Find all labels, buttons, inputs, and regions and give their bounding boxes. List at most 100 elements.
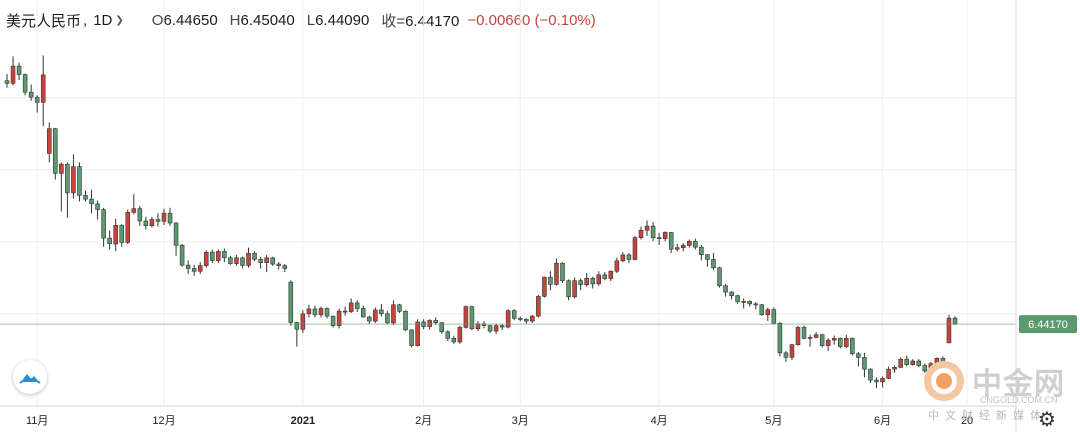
- gear-icon[interactable]: ⚙: [1038, 409, 1056, 431]
- candle-body: [741, 301, 746, 303]
- candle-body: [47, 128, 52, 154]
- candle-body: [191, 268, 197, 272]
- candle: [644, 220, 650, 236]
- candle: [499, 323, 505, 331]
- candle-body: [783, 352, 789, 358]
- high-value: H6.45040: [229, 11, 295, 29]
- candle: [240, 256, 245, 269]
- candle: [862, 352, 867, 378]
- candle-body: [819, 334, 825, 346]
- candle: [892, 365, 897, 373]
- candle: [542, 276, 547, 298]
- candle: [946, 314, 952, 344]
- candle-body: [711, 259, 716, 269]
- candle-body: [638, 229, 644, 238]
- candle: [898, 357, 903, 369]
- candle-body: [306, 308, 312, 315]
- candle: [270, 256, 275, 266]
- candle-body: [717, 267, 722, 287]
- candle-body: [898, 358, 903, 368]
- candle: [246, 247, 251, 268]
- candle-body: [644, 225, 650, 231]
- candle: [59, 162, 64, 212]
- candle-body: [596, 274, 602, 285]
- candle-body: [22, 74, 28, 93]
- candle-body: [777, 322, 783, 354]
- candle: [403, 310, 408, 332]
- candle-body: [801, 327, 807, 339]
- change-value: −0.00660 (−0.10%): [467, 11, 596, 29]
- candle: [759, 303, 765, 316]
- candle: [107, 230, 112, 250]
- candle: [771, 307, 777, 324]
- candle-body: [228, 257, 233, 264]
- candle-body: [40, 74, 46, 103]
- candle-body: [397, 304, 402, 312]
- candle-body: [131, 208, 137, 213]
- candle-body: [813, 334, 819, 338]
- candle: [530, 314, 535, 323]
- candle-body: [469, 306, 475, 330]
- candle-body: [89, 198, 94, 205]
- time-axis[interactable]: 11月 12月 2021 2月 3月 4月 5月 6月 20: [0, 405, 1016, 427]
- candle: [47, 122, 52, 163]
- candle: [517, 316, 523, 322]
- price-axis[interactable]: 6.44170: [1015, 0, 1077, 432]
- time-tick-label: 3月: [512, 415, 529, 427]
- candle-body: [904, 358, 909, 365]
- candle-body: [373, 309, 378, 322]
- candle: [373, 307, 378, 323]
- candle: [511, 309, 517, 321]
- candle: [77, 162, 82, 202]
- candle-body: [53, 128, 58, 174]
- candle: [336, 308, 342, 329]
- last-price-label-text: 6.44170: [1028, 319, 1068, 331]
- time-tick-label: 2021: [291, 415, 315, 427]
- candle-body: [119, 225, 124, 243]
- candle-body: [723, 285, 728, 293]
- candle-body: [687, 241, 692, 246]
- chevron-down-icon[interactable]: ❯: [115, 14, 124, 26]
- candle: [524, 318, 529, 324]
- interval-selector[interactable]: 1D: [93, 11, 113, 29]
- candle: [65, 162, 70, 218]
- time-tick-label: 4月: [651, 415, 668, 427]
- candle-body: [101, 209, 106, 239]
- candle-body: [367, 316, 372, 322]
- candle-body: [463, 306, 469, 328]
- candle: [300, 310, 306, 333]
- time-tick-label: 12月: [152, 415, 175, 427]
- candle: [330, 315, 336, 328]
- open-value: O6.44650: [151, 11, 218, 29]
- candle-body: [294, 322, 300, 330]
- candle: [668, 232, 674, 254]
- candle-body: [264, 257, 269, 263]
- candle-body: [572, 280, 577, 298]
- cloud-logo-icon[interactable]: [13, 360, 47, 394]
- candle-body: [107, 237, 112, 244]
- candle-body: [499, 325, 505, 328]
- candle: [566, 279, 571, 301]
- candle-body: [336, 310, 342, 326]
- candle-body: [427, 320, 432, 327]
- candle: [264, 254, 269, 273]
- candle-body: [807, 337, 813, 339]
- candle: [149, 216, 155, 228]
- candle-body: [729, 291, 734, 297]
- candle-body: [77, 166, 82, 196]
- candle: [155, 213, 161, 227]
- candle: [807, 334, 813, 347]
- candle: [536, 294, 541, 318]
- candle: [693, 238, 698, 250]
- candle: [101, 207, 106, 247]
- candle: [572, 277, 577, 299]
- candle-body: [149, 219, 155, 227]
- symbol-name[interactable]: 美元人民币: [6, 12, 82, 30]
- candle-body: [922, 365, 928, 372]
- candle: [71, 154, 76, 199]
- candle-body: [505, 310, 511, 328]
- candle: [210, 249, 215, 264]
- candle: [560, 262, 565, 284]
- candle: [228, 255, 233, 265]
